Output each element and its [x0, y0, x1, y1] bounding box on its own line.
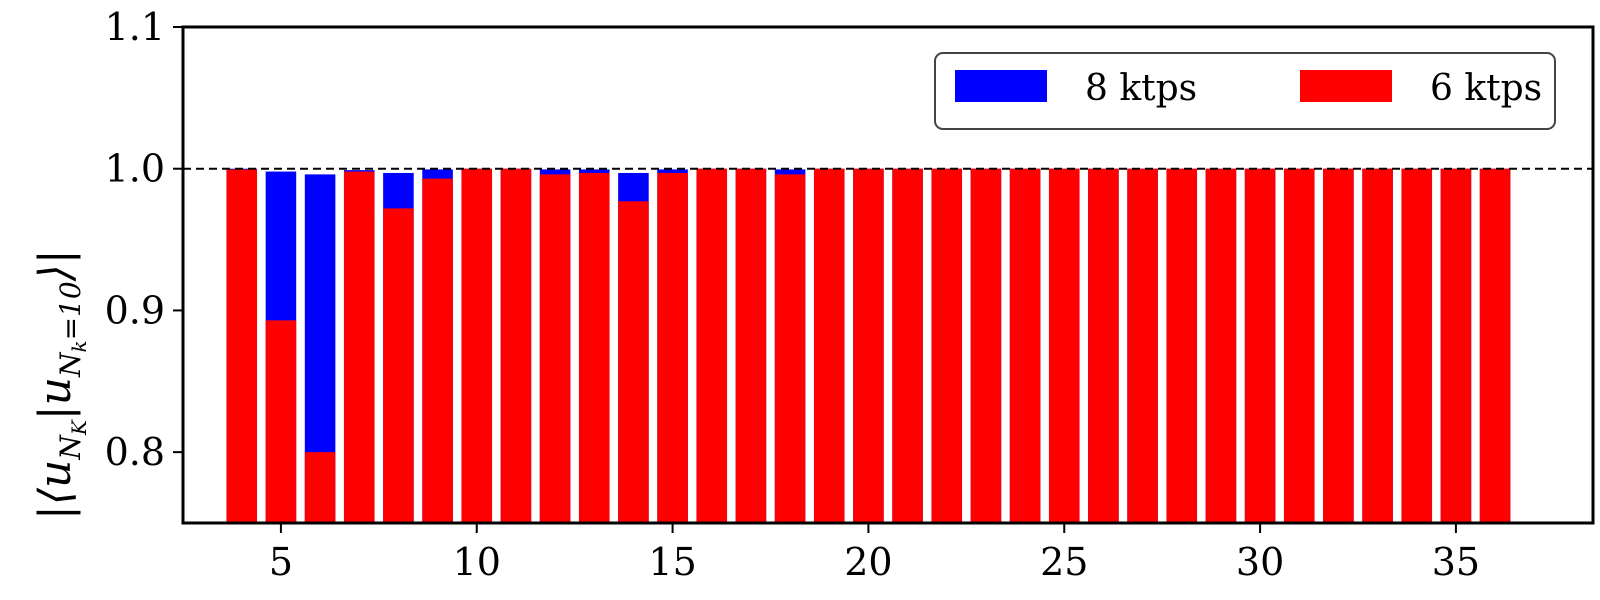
bar-6-ktps-17	[735, 168, 767, 523]
bar-6-ktps-24	[1009, 168, 1041, 523]
bar-6-ktps-33	[1362, 168, 1393, 523]
bar-6-ktps-21	[892, 168, 923, 523]
y-tick-label-0.8: 0.8	[105, 430, 165, 474]
bar-6-ktps-25	[1048, 168, 1080, 523]
legend-box	[934, 52, 1556, 130]
x-axis: 5 10 15 20 25 30 35	[269, 523, 1480, 584]
bar-6-ktps-9	[422, 178, 453, 524]
bar-6-ktps-31	[1283, 168, 1315, 523]
bar-6-ktps-22	[931, 168, 963, 523]
x-tick-label-10: 10	[453, 540, 501, 584]
bar-6-ktps-8	[383, 208, 414, 523]
x-tick-label-25: 25	[1040, 540, 1088, 584]
bar-6-ktps-30	[1244, 168, 1276, 523]
bar-6-ktps-16	[696, 168, 728, 523]
bar-6-ktps-18	[774, 174, 806, 523]
bar-6-ktps-4	[226, 169, 258, 523]
bar-6-ktps-36	[1479, 168, 1511, 523]
y-axis: 0.8 0.9 1.0 1.1	[105, 5, 183, 474]
bar-6-ktps-7	[343, 171, 375, 523]
x-tick-label-20: 20	[844, 540, 892, 584]
legend-swatch-8-ktps	[955, 70, 1047, 102]
legend-label-8-ktps: 8 ktps	[1085, 68, 1197, 109]
bar-6-ktps-15	[657, 172, 688, 524]
bar-6-ktps-14	[618, 201, 649, 523]
y-tick-label-1.0: 1.0	[105, 147, 165, 191]
y-axis-label: |⟨uNK|uNk=10⟩|	[30, 249, 91, 520]
bar-6-ktps-5	[265, 320, 297, 523]
legend-label-6-ktps: 6 ktps	[1430, 68, 1542, 109]
bar-6-ktps-10	[461, 168, 493, 523]
bar-6-ktps-23	[970, 168, 1002, 523]
x-tick-label-35: 35	[1432, 540, 1480, 584]
bars-group	[226, 168, 1511, 524]
x-tick-label-15: 15	[648, 540, 696, 584]
bar-6-ktps-13	[578, 172, 610, 524]
bar-6-ktps-11	[500, 168, 532, 523]
bar-6-ktps-6	[304, 452, 336, 523]
y-tick-label-0.9: 0.9	[105, 288, 165, 332]
x-tick-label-30: 30	[1236, 540, 1284, 584]
plot-frame	[181, 25, 1595, 525]
bar-6-ktps-29	[1205, 168, 1237, 523]
bar-6-ktps-19	[813, 168, 845, 523]
x-tick-label-5: 5	[269, 540, 293, 584]
bar-6-ktps-34	[1401, 168, 1433, 523]
legend-swatch-6-ktps	[1300, 70, 1392, 102]
bar-6-ktps-20	[853, 168, 884, 523]
bar-6-ktps-12	[539, 174, 571, 523]
bar-6-ktps-32	[1323, 168, 1354, 523]
y-tick-label-1.1: 1.1	[105, 5, 165, 49]
bar-6-ktps-26	[1088, 168, 1119, 523]
legend: 8 ktps 6 ktps	[934, 52, 1556, 130]
bar-6-ktps-27	[1127, 168, 1158, 523]
bar-6-ktps-28	[1166, 168, 1198, 523]
bar-6-ktps-35	[1440, 168, 1472, 523]
